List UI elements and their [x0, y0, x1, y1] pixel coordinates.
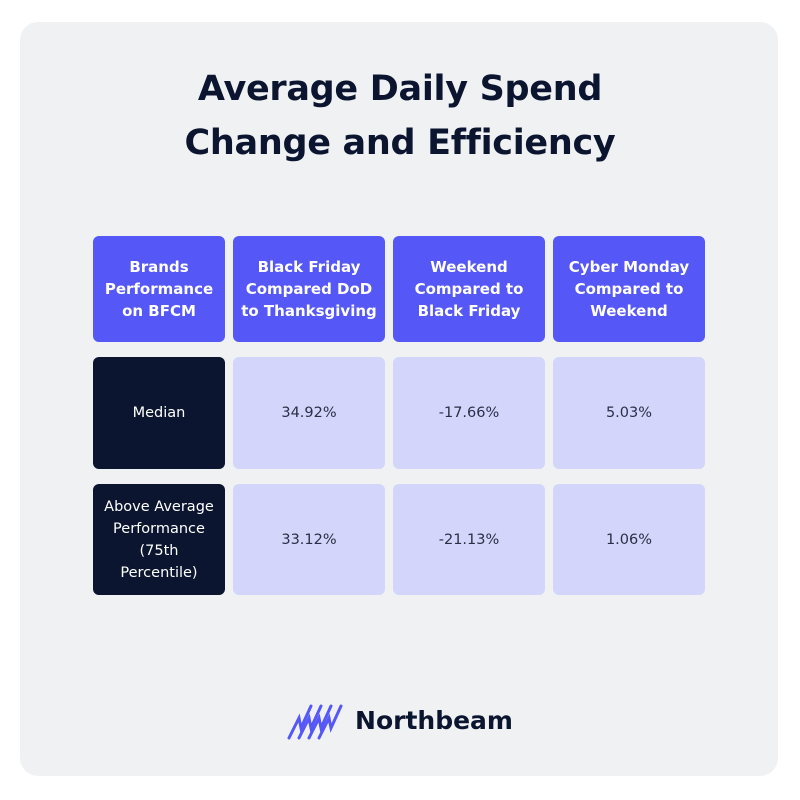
table-cell: -21.13%: [393, 484, 545, 595]
row-label: Above Average Performance (75th Percenti…: [93, 484, 225, 595]
table-cell: 1.06%: [553, 484, 705, 595]
column-header: Black Friday Compared DoD to Thanksgivin…: [233, 236, 385, 342]
column-header: Brands Performance on BFCM: [93, 236, 225, 342]
table-cell: 5.03%: [553, 357, 705, 469]
title: Average Daily Spend Change and Efficienc…: [184, 69, 616, 163]
brand: Northbeam: [355, 705, 513, 735]
logo-icon: [287, 704, 343, 740]
column-header: Weekend Compared to Black Friday: [393, 236, 545, 342]
table-cell: 33.12%: [233, 484, 385, 595]
table-cell: -17.66%: [393, 357, 545, 469]
table-cell: 34.92%: [233, 357, 385, 469]
title-wrap: Average Daily Spend Change and Efficienc…: [0, 62, 800, 170]
footer: Northbeam: [0, 700, 800, 740]
column-header: Cyber Monday Compared to Weekend: [553, 236, 705, 342]
table: Brands Performance on BFCM Black Friday C…: [93, 236, 705, 595]
row-label: Median: [93, 357, 225, 469]
